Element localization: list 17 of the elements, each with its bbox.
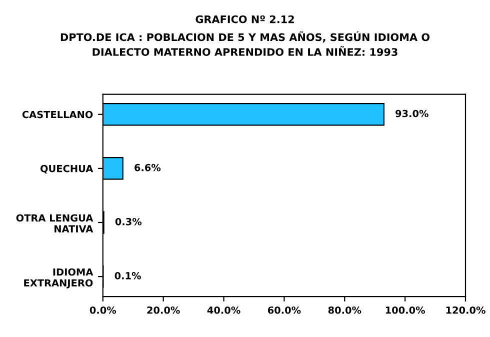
- y-tick-label: IDIOMA EXTRANJERO: [24, 268, 94, 288]
- x-tick-label: 120.0%: [446, 306, 486, 314]
- x-tick-label: 100.0%: [386, 306, 426, 314]
- data-label: 93.0%: [396, 110, 428, 118]
- x-tick-label: 80.0%: [328, 306, 362, 314]
- y-tick-label: OTRA LENGUA NATIVA: [16, 214, 94, 232]
- chart-subtitle: DPTO.DE ICA : POBLACION DE 5 Y MAS AÑOS, SEGÚN IDIOMA O DIALECTO MATERNO APRENDIDO EN LA NIÑEZ: 1993: [60, 31, 430, 56]
- data-label: 0.1%: [114, 272, 141, 280]
- y-tick-label: QUECHUA: [40, 164, 94, 174]
- x-tick-label: 60.0%: [268, 306, 301, 314]
- x-tick-label: 20.0%: [147, 306, 180, 314]
- chart-title: GRAFICO Nº 2.12: [196, 15, 294, 24]
- data-label: 0.3%: [115, 218, 142, 226]
- data-label: 6.6%: [134, 164, 161, 172]
- x-tick-label: 0.0%: [90, 306, 116, 314]
- x-tick-label: 40.0%: [207, 306, 240, 314]
- y-tick-label: CASTELLANO: [22, 110, 93, 118]
